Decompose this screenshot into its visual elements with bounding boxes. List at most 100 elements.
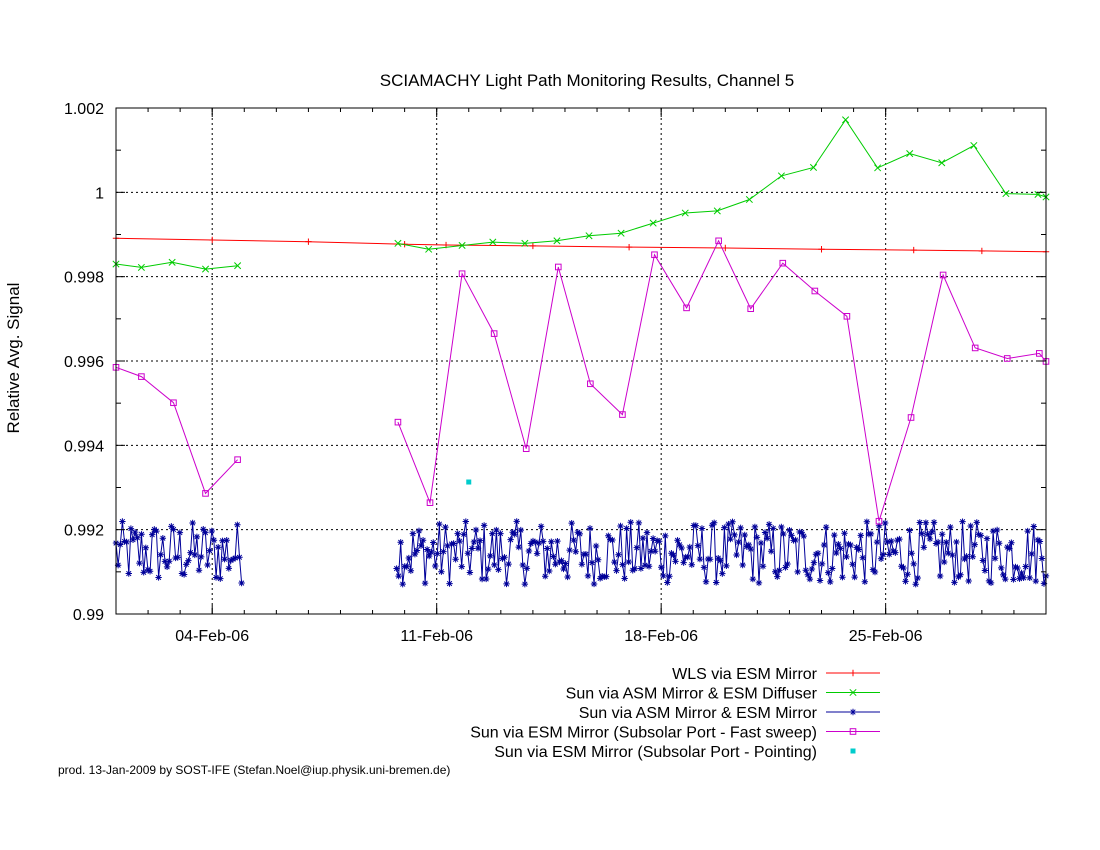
data-point [615, 551, 622, 558]
data-point [466, 569, 474, 576]
data-point [809, 163, 818, 172]
data-point [163, 563, 171, 571]
data-point [485, 565, 492, 573]
y-tick-label: 0.998 [64, 270, 104, 287]
data-point [212, 574, 220, 581]
data-point [741, 531, 748, 539]
data-point [842, 116, 850, 124]
data-point [907, 414, 915, 421]
legend-label: Sun via ESM Mirror (Subsolar Port - Poin… [494, 744, 817, 761]
data-point [800, 532, 807, 540]
data-point [725, 520, 732, 528]
data-point [975, 531, 983, 538]
data-point [234, 262, 242, 270]
data-point [619, 561, 626, 568]
data-point [670, 551, 677, 559]
data-point [884, 538, 891, 546]
data-point [195, 567, 203, 574]
data-point [855, 546, 862, 553]
data-point [993, 526, 1001, 534]
data-point [452, 556, 459, 563]
data-point [170, 526, 177, 533]
data-point [548, 538, 555, 545]
data-point [627, 519, 634, 526]
data-point [959, 518, 966, 525]
data-point [653, 537, 661, 544]
data-point [174, 554, 181, 561]
data-point [430, 539, 437, 546]
data-point [928, 528, 936, 535]
data-point [219, 537, 226, 544]
data-point [1016, 575, 1023, 582]
data-point [978, 247, 986, 255]
data-point [924, 531, 932, 538]
data-point [814, 549, 822, 557]
data-point [1036, 350, 1043, 357]
data-point [1038, 555, 1046, 562]
data-point [1012, 563, 1019, 571]
data-point [660, 572, 667, 580]
data-point [723, 562, 730, 570]
data-point [1028, 550, 1035, 558]
data-point [681, 209, 689, 217]
data-point [934, 538, 942, 546]
data-point [553, 237, 561, 245]
data-point [552, 560, 559, 568]
data-point [957, 571, 964, 578]
data-point [727, 535, 734, 543]
data-point [794, 568, 801, 576]
data-point [747, 305, 754, 313]
data-point [808, 565, 816, 573]
x-tick-label: 11-Feb-06 [400, 628, 473, 645]
data-point [633, 544, 641, 551]
data-point [519, 561, 527, 569]
data-point [127, 525, 135, 532]
data-point [428, 548, 435, 556]
data-point [142, 544, 150, 552]
data-point [851, 573, 858, 581]
data-point [949, 551, 956, 559]
data-point [409, 530, 417, 537]
data-point [570, 536, 577, 544]
data-point [1002, 575, 1009, 583]
data-point [114, 562, 122, 569]
data-point [454, 530, 461, 537]
y-tick-label: 1 [95, 185, 104, 202]
data-point [531, 538, 539, 546]
data-point [225, 565, 233, 572]
data-point [214, 544, 222, 551]
data-point [643, 529, 651, 536]
data-point [649, 535, 657, 542]
data-point [480, 522, 488, 529]
data-point [641, 561, 649, 569]
data-point [119, 518, 126, 525]
data-point [818, 246, 825, 253]
data-point [989, 527, 997, 535]
data-point [415, 527, 423, 535]
data-point [544, 545, 551, 552]
chart-series [112, 116, 1050, 588]
data-point [971, 344, 979, 352]
data-point [1020, 574, 1027, 582]
data-point [221, 556, 228, 563]
data-point [900, 564, 907, 572]
data-point [649, 219, 657, 227]
x-tick-label: 04-Feb-06 [175, 628, 249, 645]
data-point [839, 573, 846, 581]
data-point [849, 708, 857, 716]
data-point [916, 519, 923, 526]
data-point [767, 548, 775, 555]
data-point [991, 555, 999, 562]
data-point [586, 525, 594, 532]
data-point [425, 245, 433, 253]
data-point [395, 572, 402, 580]
data-point [792, 536, 799, 544]
data-point [605, 532, 612, 539]
data-point [490, 330, 498, 337]
data-point [912, 581, 919, 588]
data-point [458, 241, 466, 250]
data-point [468, 545, 476, 552]
data-point [223, 537, 230, 544]
data-point [721, 524, 728, 531]
data-point [753, 534, 761, 541]
